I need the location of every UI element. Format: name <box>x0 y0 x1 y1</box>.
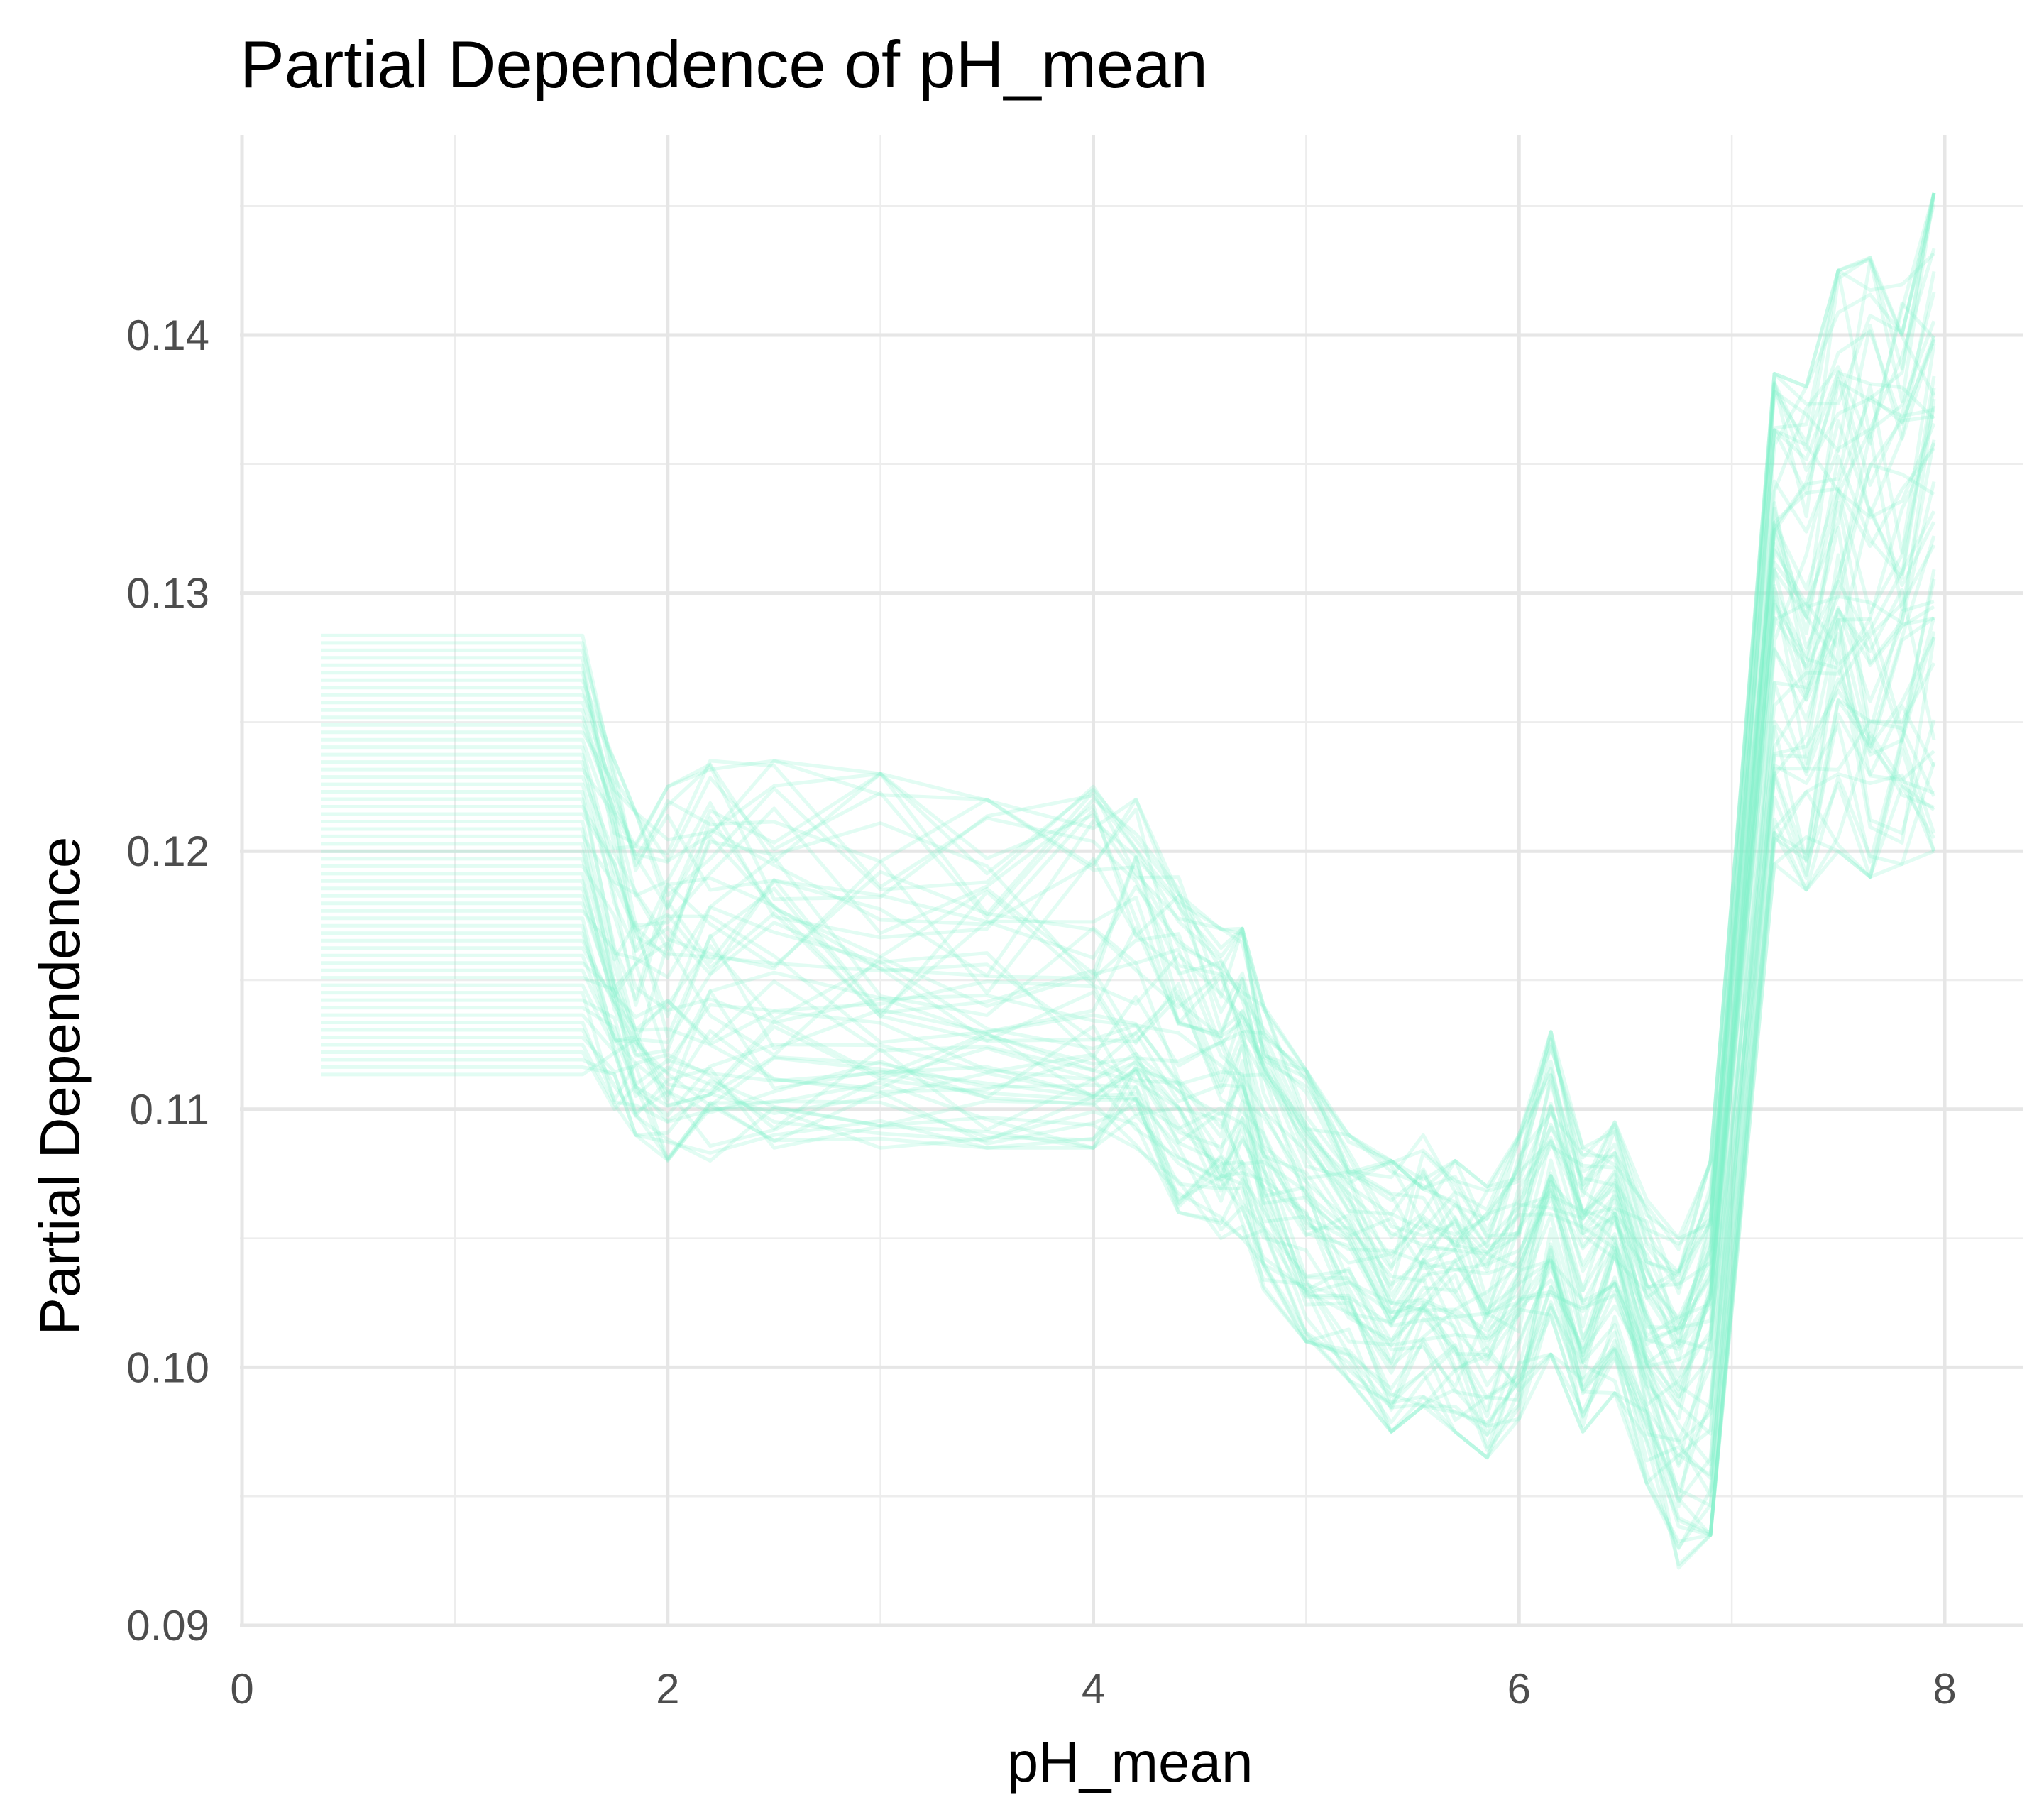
y-tick-label: 0.10 <box>126 1344 209 1391</box>
y-tick-label: 0.14 <box>126 312 209 359</box>
ice-line <box>321 605 1935 1509</box>
y-tick-label: 0.12 <box>126 828 209 875</box>
ice-line <box>321 688 1935 1485</box>
ice-line <box>321 380 1935 1349</box>
ice-line <box>321 259 1936 1285</box>
x-axis-ticks: 0 2 4 6 8 <box>230 1665 1956 1713</box>
ice-line <box>321 544 1936 1466</box>
ice-line <box>321 704 1936 1537</box>
ice-line <box>321 567 1936 1407</box>
chart-title: Partial Dependence of pH_mean <box>240 27 1208 101</box>
ice-line <box>321 415 1935 1338</box>
ice-line <box>321 506 1936 1421</box>
ice-line <box>321 192 1936 1290</box>
ice-line <box>321 569 1936 1468</box>
ice-line <box>321 747 1936 1550</box>
ice-line <box>321 302 1935 1291</box>
ice-line <box>321 388 1936 1330</box>
ice-line <box>321 636 1936 1481</box>
x-tick-label: 8 <box>1933 1665 1956 1713</box>
y-tick-label: 0.11 <box>130 1086 209 1133</box>
ice-line <box>321 731 1935 1508</box>
ice-line <box>321 329 1936 1274</box>
ice-line <box>321 203 1936 1274</box>
ice-line <box>321 737 1936 1566</box>
ice-line <box>321 510 1936 1410</box>
x-tick-label: 4 <box>1082 1665 1105 1713</box>
ice-line <box>321 583 1935 1466</box>
major-gridlines <box>240 135 2023 1627</box>
ice-lines <box>321 192 1936 1570</box>
ice-line <box>321 324 1936 1300</box>
x-tick-label: 2 <box>656 1665 679 1713</box>
ice-line <box>321 339 1936 1319</box>
ice-line <box>321 192 1936 1278</box>
minor-gridlines <box>240 135 2023 1625</box>
y-axis-title: Partial Dependence <box>28 837 92 1336</box>
y-tick-label: 0.13 <box>126 570 209 617</box>
x-tick-label: 0 <box>230 1665 253 1713</box>
ice-line <box>321 252 1935 1241</box>
ice-line <box>321 772 1936 1570</box>
ice-line <box>321 835 1935 1537</box>
ice-line <box>321 784 1936 1544</box>
ice-line <box>321 292 1936 1289</box>
ice-line <box>321 422 1936 1362</box>
ice-line <box>321 526 1935 1399</box>
ice-line <box>321 192 1936 1241</box>
ice-line <box>321 192 1936 1246</box>
y-axis-ticks: 0.09 0.10 0.11 0.12 0.13 0.14 <box>126 312 209 1649</box>
ice-line <box>321 398 1936 1346</box>
ice-line <box>321 343 1936 1342</box>
ice-line <box>321 616 1936 1503</box>
ice-line <box>321 698 1936 1535</box>
ice-line <box>321 762 1936 1537</box>
ice-line <box>321 463 1935 1408</box>
ice-line <box>321 535 1936 1436</box>
ice-line <box>321 588 1936 1399</box>
ice-line <box>321 500 1935 1378</box>
ice-line <box>321 632 1935 1498</box>
ice-line <box>321 602 1936 1458</box>
ice-line <box>321 446 1935 1325</box>
ice-line <box>321 614 1936 1495</box>
ice-line <box>321 192 1936 1295</box>
ice-line <box>321 270 1936 1334</box>
ice-line <box>321 370 1935 1327</box>
ice-line <box>321 441 1936 1368</box>
ice-line <box>321 662 1936 1442</box>
ice-line <box>321 192 1936 1251</box>
x-tick-label: 6 <box>1507 1665 1531 1713</box>
ice-line <box>321 481 1936 1346</box>
ice-line <box>321 432 1936 1366</box>
ice-line <box>321 248 1936 1346</box>
ice-line <box>321 320 1936 1351</box>
y-tick-label: 0.09 <box>126 1602 209 1649</box>
ice-line <box>321 698 1935 1549</box>
ice-line <box>321 578 1936 1445</box>
ice-line <box>321 405 1936 1339</box>
x-axis-title: pH_mean <box>1007 1730 1253 1794</box>
ice-line <box>321 375 1936 1392</box>
